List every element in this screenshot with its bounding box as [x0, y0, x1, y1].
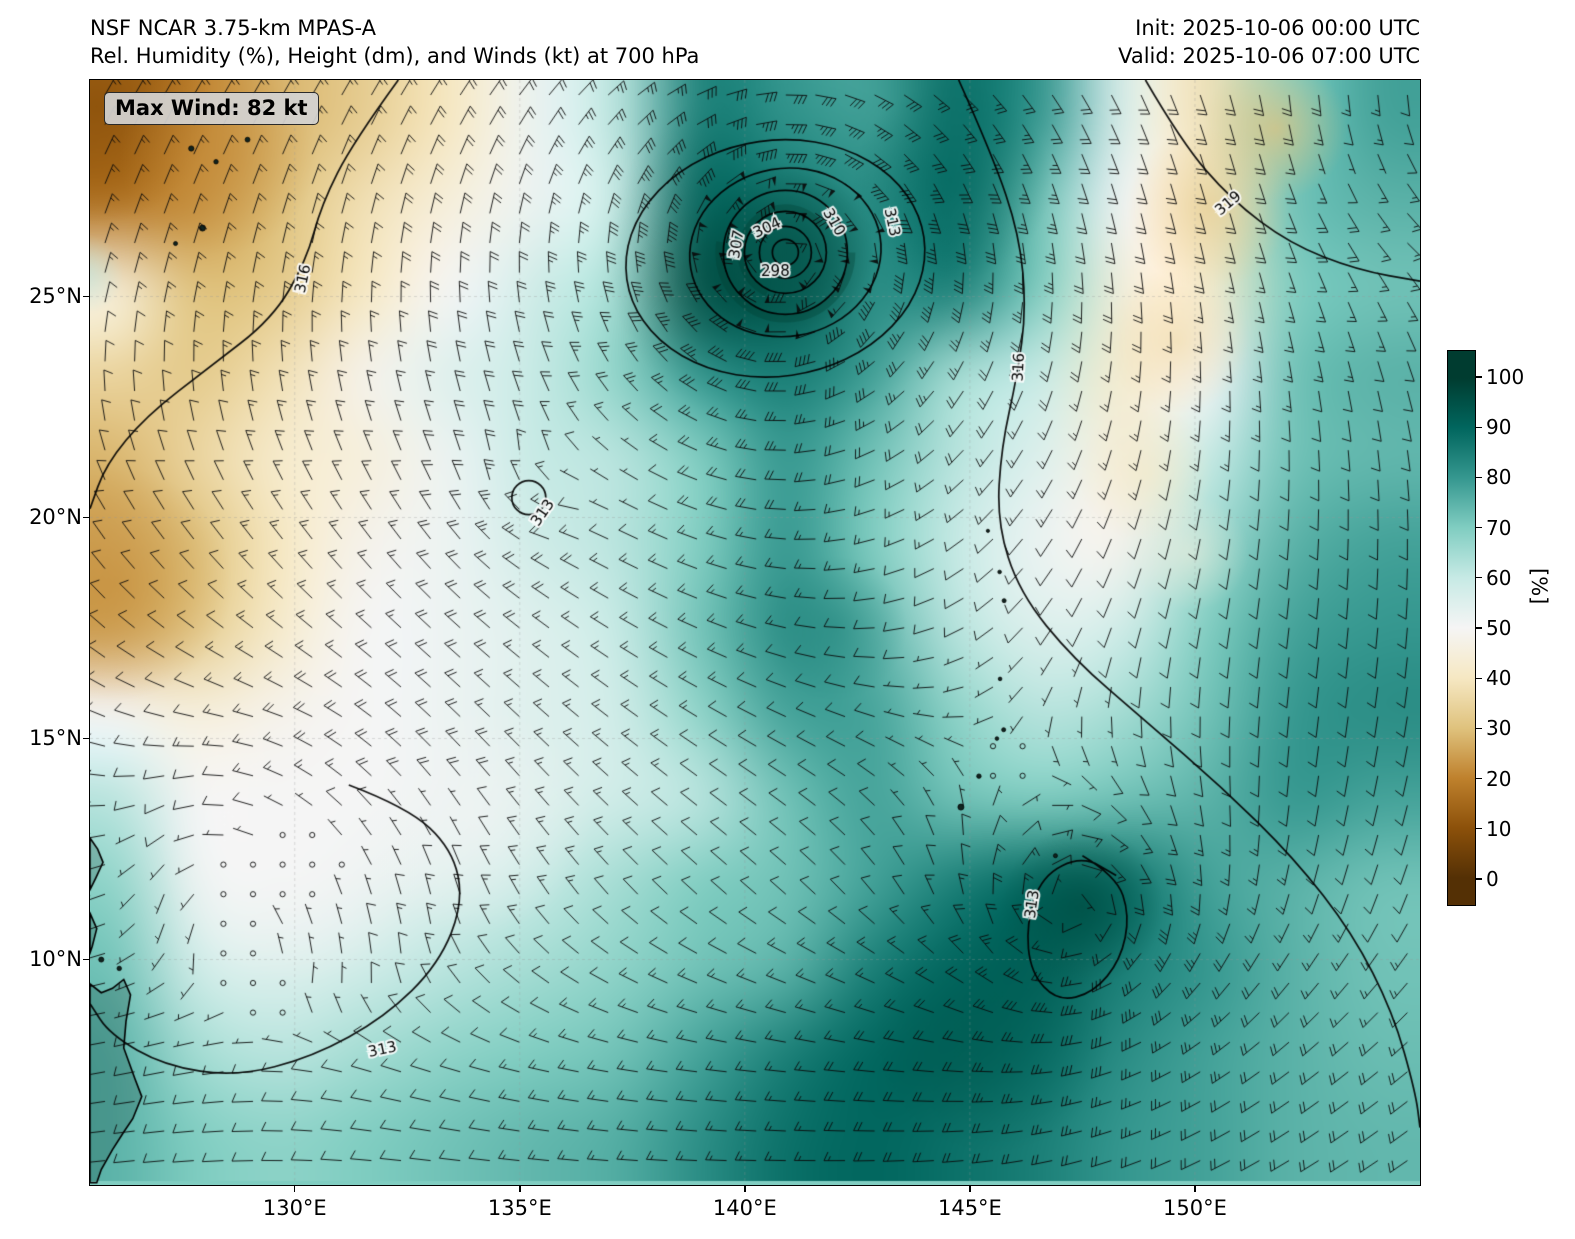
- colorbar-tick-mark: [1476, 376, 1482, 378]
- colorbar-tick-label: 10: [1486, 816, 1512, 841]
- colorbar-tick-mark: [1476, 878, 1482, 880]
- y-tick-mark: [83, 516, 90, 519]
- colorbar-tick-label: 80: [1486, 465, 1512, 490]
- header-right: Init: 2025-10-06 00:00 UTC Valid: 2025-1…: [1118, 14, 1420, 70]
- colorbar-tick-label: 30: [1486, 716, 1512, 741]
- colorbar-tick-label: 40: [1486, 666, 1512, 691]
- colorbar-tick-mark: [1476, 777, 1482, 780]
- colorbar-tick-label: 60: [1486, 565, 1512, 590]
- x-tick-mark: [519, 1185, 521, 1192]
- x-tick-label: 140°E: [712, 1196, 777, 1220]
- colorbar-tick-mark: [1476, 677, 1482, 679]
- valid-time: Valid: 2025-10-06 07:00 UTC: [1118, 44, 1420, 68]
- y-tick-mark: [83, 958, 90, 961]
- y-tick-label: 10°N: [29, 946, 82, 971]
- header-left: NSF NCAR 3.75-km MPAS-A Rel. Humidity (%…: [90, 14, 699, 70]
- colorbar-tick-label: 20: [1486, 766, 1512, 791]
- x-tick-label: 145°E: [937, 1196, 1002, 1220]
- x-tick-mark: [1194, 1185, 1196, 1192]
- colorbar-tick-mark: [1476, 828, 1482, 830]
- x-tick-label: 130°E: [262, 1196, 327, 1220]
- colorbar-tick-label: 100: [1486, 365, 1525, 389]
- colorbar-tick-mark: [1476, 426, 1482, 428]
- y-tick-label: 15°N: [29, 725, 82, 750]
- colorbar-tick-mark: [1476, 627, 1482, 629]
- colorbar-tick-mark: [1476, 476, 1482, 479]
- colorbar-tick-mark: [1476, 577, 1482, 579]
- colorbar-tick-label: 70: [1486, 515, 1512, 540]
- colorbar-tick-mark: [1476, 526, 1482, 529]
- y-tick-mark: [83, 737, 90, 740]
- y-tick-mark: [83, 295, 90, 298]
- x-tick-label: 135°E: [487, 1196, 552, 1220]
- figure-subtitle: Rel. Humidity (%), Height (dm), and Wind…: [90, 44, 700, 68]
- colorbar-tick-label: 50: [1486, 616, 1512, 640]
- colorbar-tick-label: 90: [1486, 415, 1512, 440]
- init-time: Init: 2025-10-06 00:00 UTC: [1135, 16, 1420, 40]
- x-tick-mark: [294, 1185, 296, 1192]
- max-wind-badge: Max Wind: 82 kt: [104, 92, 319, 125]
- y-tick-label: 20°N: [29, 504, 82, 529]
- model-title: NSF NCAR 3.75-km MPAS-A: [90, 16, 377, 40]
- y-tick-label: 25°N: [29, 283, 82, 308]
- x-tick-mark: [744, 1185, 746, 1192]
- map-canvas: [90, 80, 1420, 1185]
- colorbar-units-label: [%]: [1527, 568, 1551, 605]
- colorbar-tick-label: 0: [1486, 867, 1499, 891]
- x-tick-label: 150°E: [1163, 1196, 1227, 1220]
- colorbar-tick-mark: [1476, 727, 1482, 730]
- colorbar: [1447, 350, 1476, 906]
- x-tick-mark: [969, 1185, 971, 1192]
